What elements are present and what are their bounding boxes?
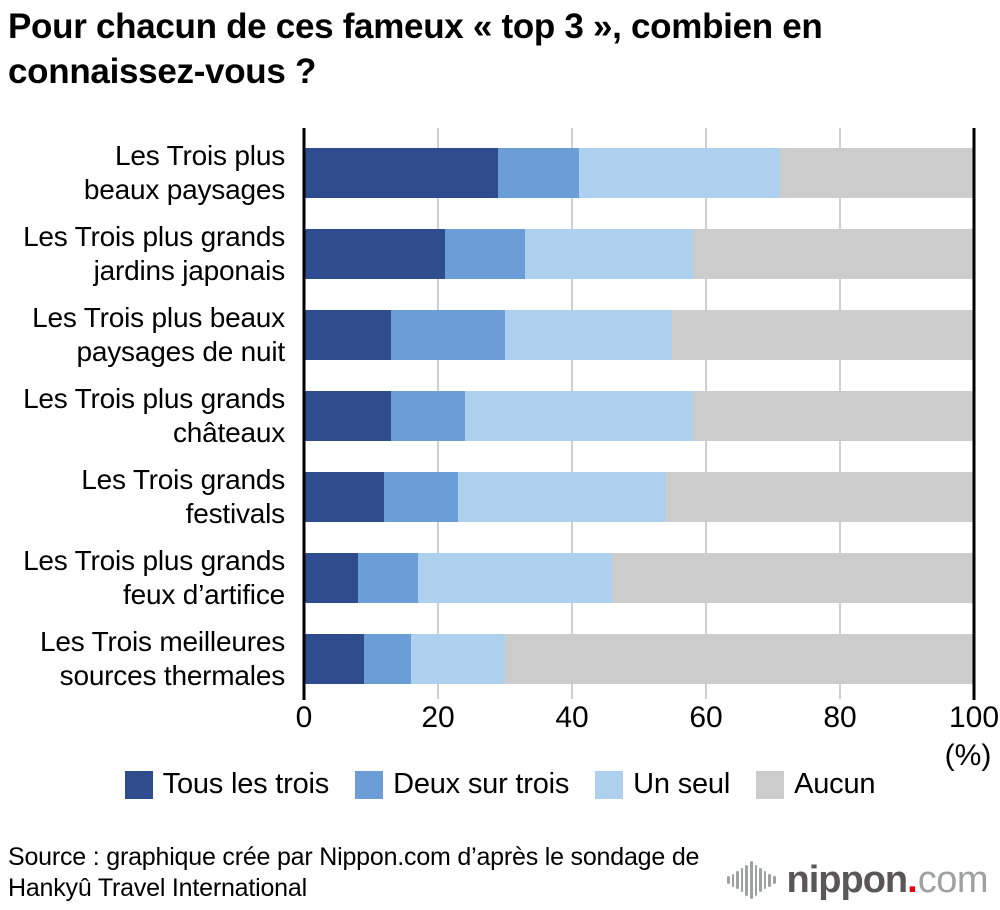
x-tick-label: 0 [295, 701, 313, 734]
bar-row [304, 634, 974, 684]
x-tick-label: 20 [421, 701, 455, 734]
bar-segment-deux-sur-trois [391, 310, 505, 360]
category-label-text: Les Trois plus beaux paysages [83, 140, 285, 205]
logo-suffix-text: com [917, 858, 989, 901]
source-line-2: Hankyû Travel International [8, 874, 307, 902]
legend-item-tous-les-trois: Tous les trois [124, 768, 330, 801]
bar-row [304, 310, 974, 360]
x-tick-label: 60 [689, 701, 723, 734]
bar-segment-un-seul [464, 391, 693, 441]
category-label-text: Les Trois meilleures sources thermales [40, 626, 285, 691]
legend-label: Deux sur trois [393, 768, 570, 800]
category-label: Les Trois plus beaux paysages [0, 140, 285, 205]
logo-brand-text: nippon [786, 858, 909, 901]
chart-title-line-2: connaissez-vous ? [8, 52, 317, 91]
bar-segment-tous-les-trois [304, 634, 365, 684]
bar-segment-aucun [692, 391, 974, 441]
x-tick-label: 80 [823, 701, 857, 734]
bar-rows [304, 128, 974, 684]
axis-line [972, 128, 976, 700]
chart-title-line-1: Pour chacun de ces fameux « top 3 », com… [8, 7, 823, 46]
bar-segment-un-seul [411, 634, 505, 684]
plot-area [302, 128, 976, 700]
legend-label: Un seul [633, 768, 731, 800]
axis-line [302, 128, 306, 700]
category-label: Les Trois grands festivals [0, 464, 285, 529]
legend-swatch-un-seul [595, 770, 624, 799]
legend-item-un-seul: Un seul [595, 768, 730, 801]
legend-swatch-tous-les-trois [124, 770, 153, 799]
bar-segment-aucun [665, 472, 974, 522]
bar-segment-tous-les-trois [304, 310, 392, 360]
legend-swatch-aucun [756, 770, 785, 799]
bar-segment-un-seul [458, 472, 666, 522]
category-label-text: Les Trois plus grands châteaux [23, 383, 285, 448]
x-tick-label: 100 [948, 701, 1000, 734]
source-line-1: Source : graphique crée par Nippon.com d… [8, 843, 700, 871]
category-label: Les Trois plus grands feux d’artifice [0, 545, 285, 610]
bar-segment-tous-les-trois [304, 148, 499, 198]
bar-segment-deux-sur-trois [498, 148, 579, 198]
bar-segment-un-seul [525, 229, 693, 279]
category-labels: Les Trois plus beaux paysages Les Trois pl… [0, 128, 294, 691]
category-label-text: Les Trois plus grands feux d’artifice [23, 545, 285, 610]
source-note: Source : graphique crée par Nippon.com d… [8, 842, 699, 904]
legend-item-aucun: Aucun [756, 768, 876, 801]
bar-segment-aucun [779, 148, 974, 198]
bar-segment-un-seul [417, 553, 613, 603]
x-axis-unit-label: (%) [944, 739, 992, 772]
bar-segment-tous-les-trois [304, 229, 445, 279]
bar-segment-aucun [672, 310, 974, 360]
nippon-logo: nippon. com [726, 856, 989, 904]
legend-swatch-deux-sur-trois [355, 770, 384, 799]
sound-wave-icon [726, 861, 776, 899]
bar-row [304, 229, 974, 279]
bar-segment-aucun [692, 229, 974, 279]
bar-segment-un-seul [578, 148, 780, 198]
bar-segment-deux-sur-trois [391, 391, 465, 441]
legend-label: Tous les trois [162, 768, 330, 800]
bar-row [304, 391, 974, 441]
bar-segment-deux-sur-trois [444, 229, 526, 279]
legend: Tous les trois Deux sur trois Un seul Aucun [0, 768, 1000, 801]
category-label: Les Trois plus beaux paysages de nuit [0, 302, 285, 367]
bar-segment-deux-sur-trois [357, 553, 418, 603]
category-label: Les Trois plus grands châteaux [0, 383, 285, 448]
category-label-text: Les Trois grands festivals [81, 464, 285, 529]
x-axis-ticks: 0 20 40 60 80 100 [296, 701, 999, 736]
category-label: Les Trois meilleures sources thermales [0, 626, 285, 691]
category-label-text: Les Trois plus grands jardins japonais [23, 221, 285, 286]
bar-row [304, 553, 974, 603]
bar-segment-tous-les-trois [304, 472, 385, 522]
bar-segment-deux-sur-trois [364, 634, 412, 684]
legend-item-deux-sur-trois: Deux sur trois [355, 768, 569, 801]
bar-segment-un-seul [504, 310, 673, 360]
chart-title: Pour chacun de ces fameux « top 3 », com… [8, 4, 823, 94]
legend-label: Aucun [794, 768, 876, 800]
bar-segment-aucun [612, 553, 974, 603]
bar-segment-tous-les-trois [304, 391, 392, 441]
bar-row [304, 472, 974, 522]
bar-row [304, 148, 974, 198]
bar-segment-aucun [504, 634, 974, 684]
category-label: Les Trois plus grands jardins japonais [0, 221, 285, 286]
logo-dot: . [907, 858, 918, 901]
bar-segment-deux-sur-trois [384, 472, 459, 522]
category-label-text: Les Trois plus beaux paysages de nuit [32, 302, 285, 367]
x-tick-label: 40 [555, 701, 589, 734]
bar-segment-tous-les-trois [304, 553, 358, 603]
